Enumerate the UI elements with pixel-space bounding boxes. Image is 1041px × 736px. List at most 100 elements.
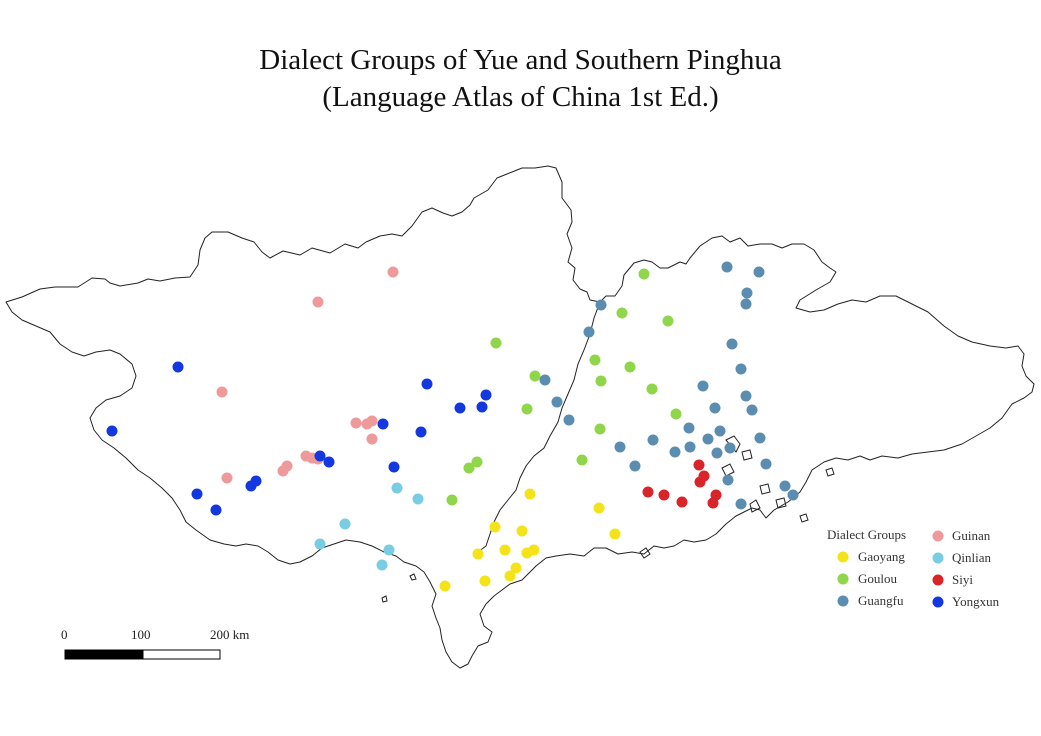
site-point-siyi [693,459,705,471]
site-point-guinan [350,417,362,429]
site-point-guinan [366,415,378,427]
site-point-guangfu [753,266,765,278]
site-point-yongxun [323,456,335,468]
site-point-qinlian [314,538,326,550]
site-point-gaoyang [516,525,528,537]
site-point-guangfu [714,425,726,437]
site-point-guangfu [709,402,721,414]
site-point-guangfu [740,298,752,310]
legend-swatch-siyi [932,574,944,586]
site-point-guangfu [726,338,738,350]
legend-label-qinlian: Qinlian [952,550,991,565]
site-point-qinlian [339,518,351,530]
site-point-yongxun [210,504,222,516]
site-point-gaoyang [524,488,536,500]
site-point-guangfu [735,498,747,510]
site-point-guangfu [697,380,709,392]
legend-swatch-goulou [837,573,849,585]
site-point-goulou [589,354,601,366]
site-point-siyi [642,486,654,498]
site-point-yongxun [106,425,118,437]
site-point-guangfu [724,442,736,454]
site-point-guangfu [741,287,753,299]
site-point-siyi [676,496,688,508]
legend-swatch-guinan [932,530,944,542]
site-point-goulou [670,408,682,420]
legend-label-gaoyang: Gaoyang [858,549,905,564]
region-outline [5,165,1035,669]
site-point-guinan [277,465,289,477]
site-point-guinan [312,296,324,308]
site-point-goulou [646,383,658,395]
site-point-goulou [662,315,674,327]
site-point-guangfu [721,261,733,273]
site-point-qinlian [383,544,395,556]
site-point-guinan [366,433,378,445]
site-point-guangfu [551,396,563,408]
site-point-guangfu [629,460,641,472]
site-point-guangfu [746,404,758,416]
site-point-guangfu [779,480,791,492]
site-point-gaoyang [504,570,516,582]
legend-label-siyi: Siyi [952,572,973,587]
site-point-yongxun [172,361,184,373]
site-point-guangfu [539,374,551,386]
scale-tick-0: 0 [61,627,68,642]
site-point-gaoyang [499,544,511,556]
site-point-guangfu [595,299,607,311]
legend-title: Dialect Groups [827,527,906,542]
site-point-guangfu [740,390,752,402]
legend-label-guinan: Guinan [952,528,991,543]
dialect-site-points [106,261,799,592]
site-point-guangfu [684,441,696,453]
site-point-siyi [707,497,719,509]
site-point-guinan [216,386,228,398]
scale-tick-100: 100 [131,627,151,642]
site-point-qinlian [391,482,403,494]
site-point-guangfu [702,433,714,445]
legend: Dialect Groups Gaoyang Goulou Guangfu Gu… [827,527,1000,609]
site-point-gaoyang [609,528,621,540]
site-point-goulou [463,462,475,474]
site-point-guangfu [735,363,747,375]
site-point-yongxun [191,488,203,500]
site-point-gaoyang [510,562,522,574]
scale-bar: 0 100 200 km [61,627,249,660]
site-point-guangfu [787,489,799,501]
site-point-qinlian [376,559,388,571]
site-point-gaoyang [593,502,605,514]
scale-tick-200: 200 km [210,627,249,642]
site-point-gaoyang [521,547,533,559]
legend-swatch-yongxun [932,596,944,608]
site-point-guangfu [669,446,681,458]
site-point-goulou [616,307,628,319]
site-point-guangfu [614,441,626,453]
legend-label-yongxun: Yongxun [952,594,1000,609]
site-point-yongxun [421,378,433,390]
map-title: Dialect Groups of Yue and Southern Pingh… [0,42,1041,116]
site-point-guinan [387,266,399,278]
site-point-siyi [658,489,670,501]
site-point-gaoyang [439,580,451,592]
site-point-gaoyang [479,575,491,587]
legend-label-guangfu: Guangfu [858,593,904,608]
site-point-yongxun [245,480,257,492]
site-point-gaoyang [489,521,501,533]
site-point-goulou [594,423,606,435]
site-point-yongxun [314,450,326,462]
site-point-yongxun [415,426,427,438]
site-point-guangfu [683,422,695,434]
site-point-yongxun [454,402,466,414]
site-point-goulou [595,375,607,387]
legend-label-goulou: Goulou [858,571,898,586]
map-title-line-1: Dialect Groups of Yue and Southern Pingh… [259,44,782,76]
site-point-goulou [446,494,458,506]
legend-swatch-guangfu [837,595,849,607]
site-point-goulou [624,361,636,373]
site-point-guangfu [754,432,766,444]
scale-segment-white [142,649,221,660]
site-point-yongxun [377,418,389,430]
provincial-border [477,301,601,553]
coastal-islands [381,435,835,603]
